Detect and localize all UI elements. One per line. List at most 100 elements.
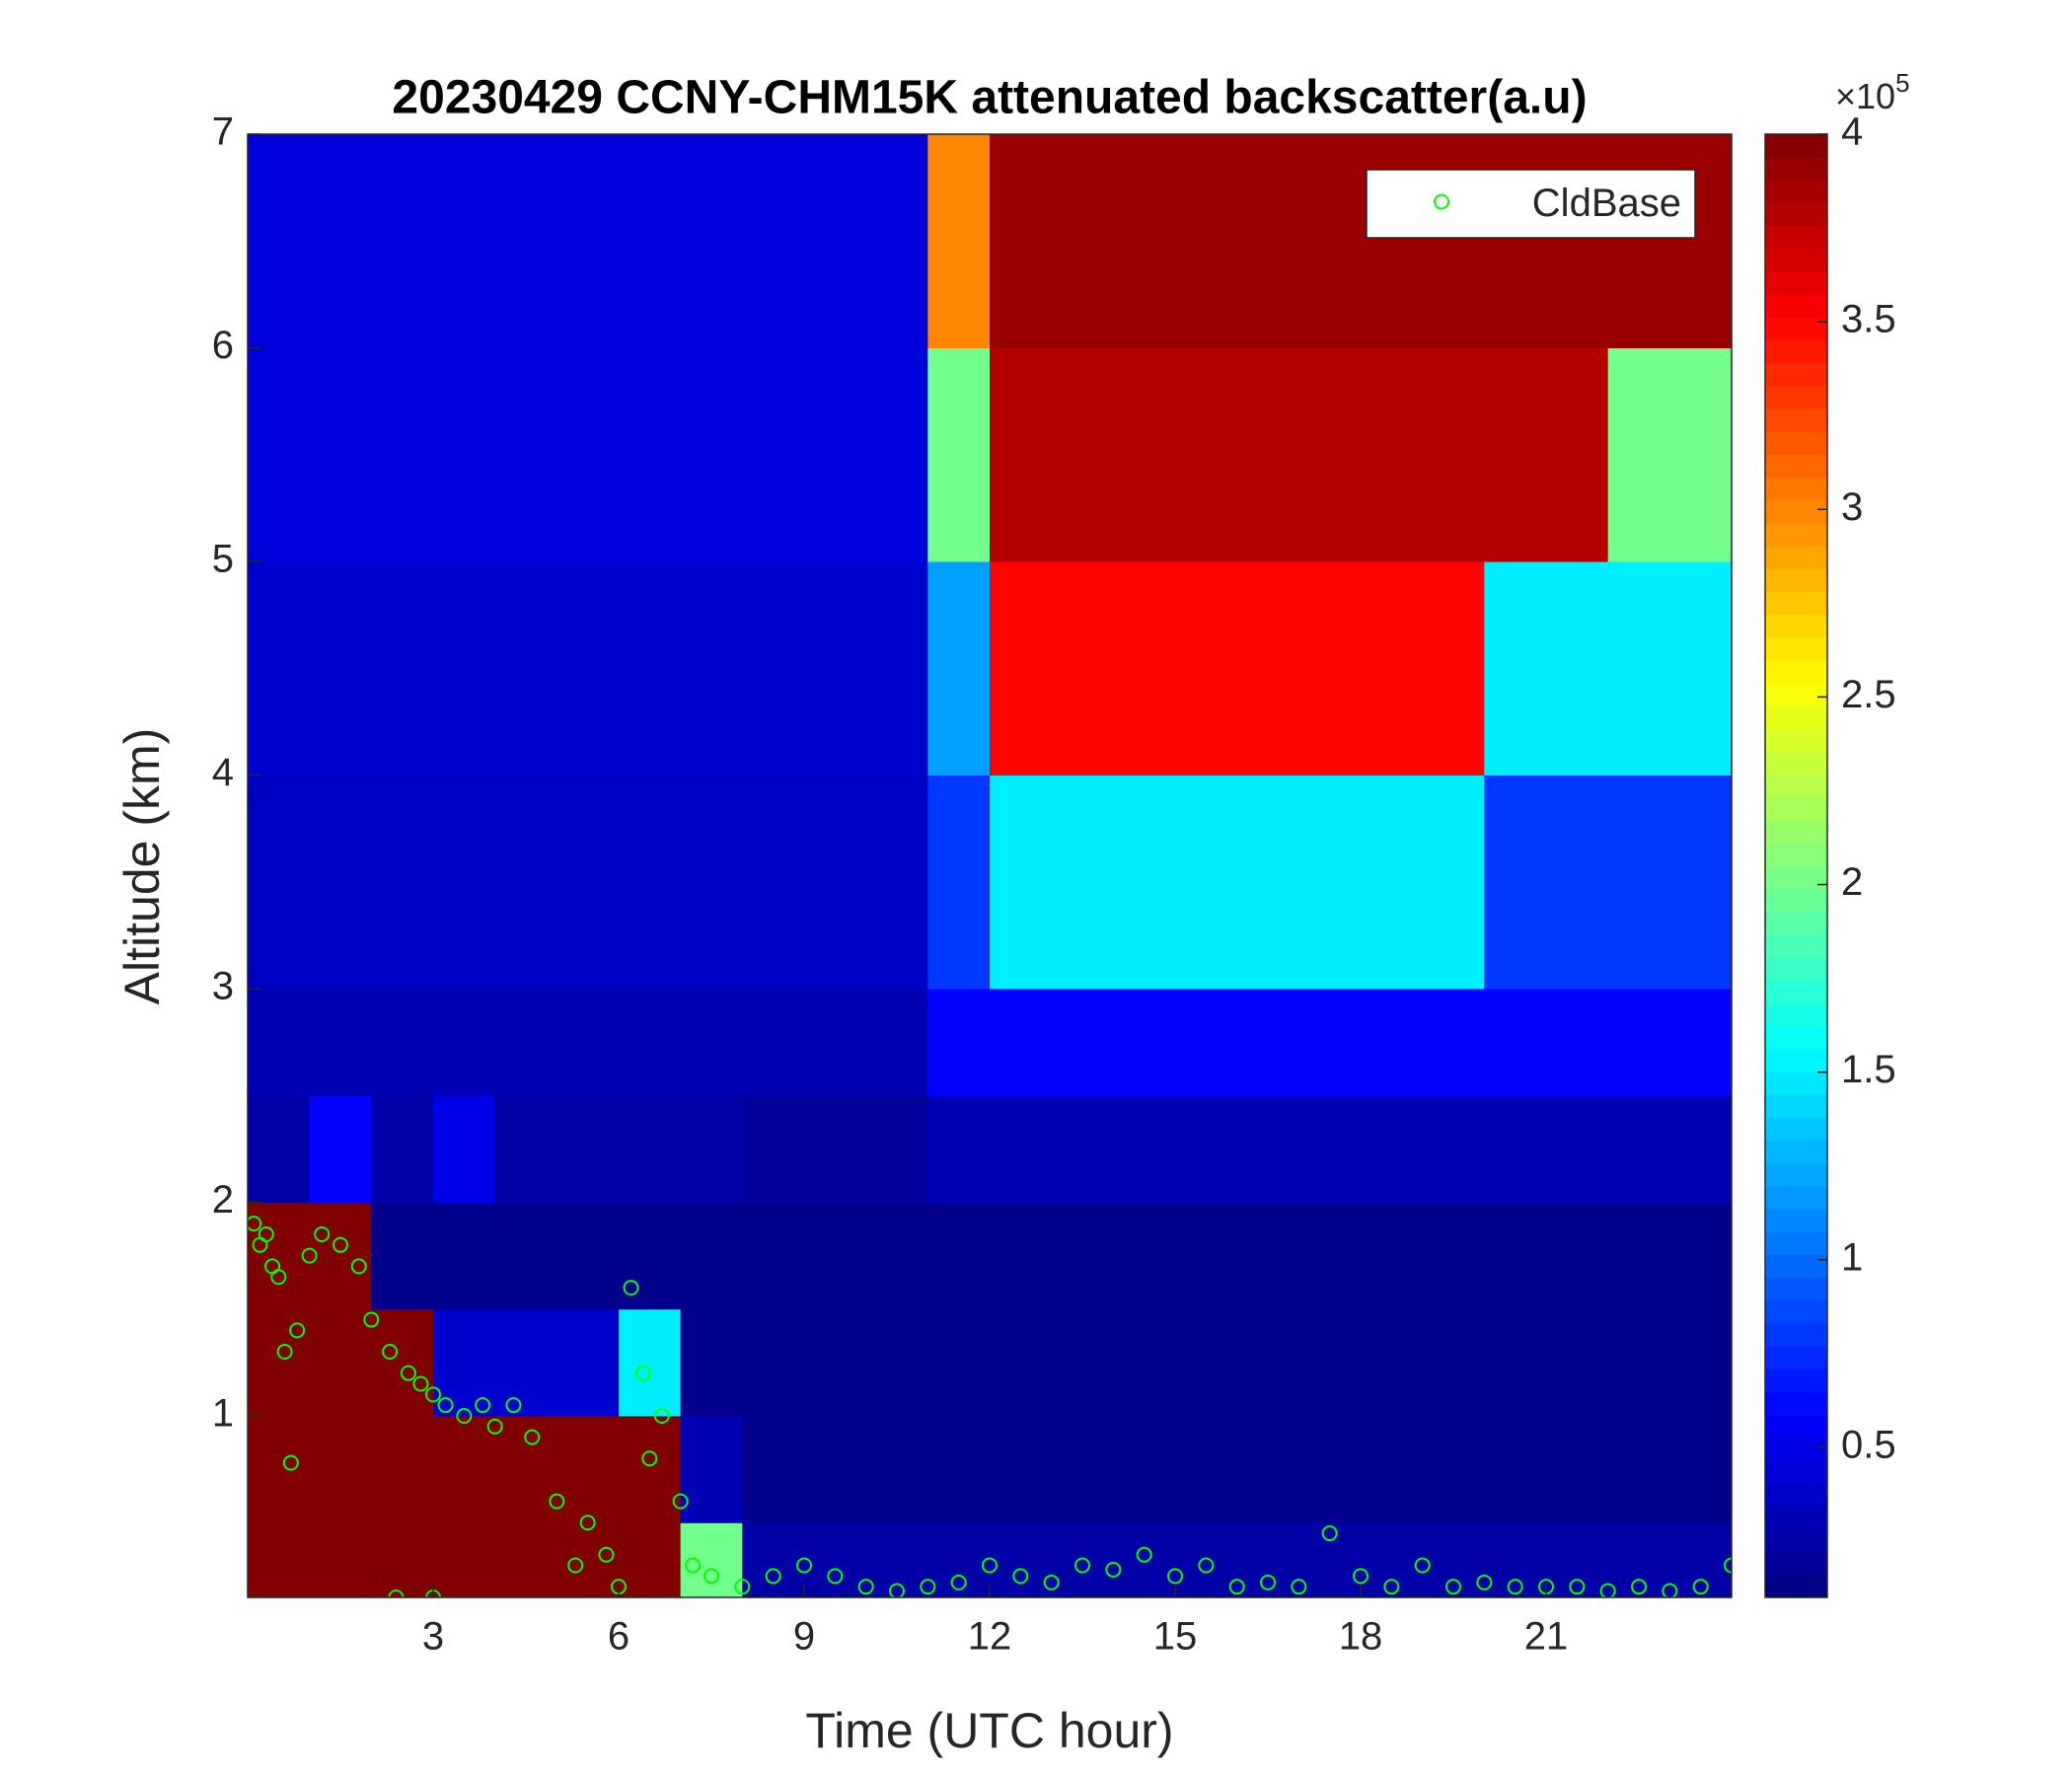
heatmap-cell bbox=[1484, 1095, 1547, 1203]
heatmap-cell bbox=[309, 1308, 372, 1417]
cloud-base-point bbox=[1198, 1557, 1215, 1574]
heatmap-cell bbox=[494, 988, 557, 1096]
heatmap-cell bbox=[1607, 1308, 1670, 1417]
colorbar-step bbox=[1765, 1574, 1827, 1598]
heatmap-cell bbox=[927, 1202, 991, 1310]
heatmap-cell bbox=[680, 1415, 743, 1523]
y-tick-label: 3 bbox=[212, 965, 234, 1008]
colorbar-step bbox=[1765, 1277, 1827, 1301]
heatmap-cell bbox=[1607, 988, 1670, 1096]
heatmap-cell bbox=[927, 1095, 991, 1203]
heatmap-cell bbox=[248, 347, 311, 562]
heatmap-cell bbox=[619, 1308, 682, 1417]
heatmap-cell bbox=[990, 775, 1053, 990]
cloud-base-point bbox=[796, 1557, 812, 1574]
heatmap-cell bbox=[927, 347, 991, 562]
colorbar-step bbox=[1765, 477, 1827, 501]
heatmap-cell bbox=[990, 134, 1053, 348]
colorbar-step bbox=[1765, 202, 1827, 227]
heatmap-cell bbox=[742, 1522, 805, 1597]
colorbar-step bbox=[1765, 546, 1827, 569]
cloud-base-point bbox=[734, 1579, 751, 1595]
cloud-base-point bbox=[301, 1247, 318, 1264]
heatmap-cell bbox=[1051, 1522, 1114, 1597]
heatmap-cell bbox=[248, 1308, 311, 1417]
heatmap-cell bbox=[927, 988, 991, 1096]
colorbar-step bbox=[1765, 591, 1827, 616]
heatmap-cell bbox=[1669, 988, 1732, 1096]
chart-title: 20230429 CCNY-CHM15K attenuated backscat… bbox=[392, 72, 1587, 124]
heatmap-cell bbox=[556, 347, 620, 562]
heatmap-cell bbox=[556, 1415, 620, 1523]
colorbar-step bbox=[1765, 180, 1827, 204]
cloud-base-point bbox=[1724, 1557, 1732, 1574]
heatmap-cell bbox=[556, 1308, 620, 1417]
heatmap-cell bbox=[1484, 1415, 1547, 1523]
x-tick-label: 3 bbox=[422, 1615, 444, 1659]
cloud-base-point bbox=[641, 1450, 658, 1467]
cloud-base-point bbox=[567, 1557, 584, 1574]
cloud-base-point bbox=[1291, 1579, 1307, 1595]
heatmap-cell bbox=[804, 1415, 867, 1523]
cloud-base-point bbox=[276, 1344, 293, 1361]
cloud-base-point bbox=[350, 1258, 367, 1275]
colorbar-step bbox=[1765, 934, 1827, 958]
heatmap-cell bbox=[1175, 988, 1238, 1096]
heatmap-cell bbox=[1669, 775, 1732, 990]
heatmap-cell bbox=[804, 1202, 867, 1310]
colorbar-step bbox=[1765, 888, 1827, 913]
cloud-base-point bbox=[400, 1365, 416, 1381]
colorbar-step bbox=[1765, 1254, 1827, 1279]
heatmap-cell bbox=[1113, 134, 1176, 348]
heatmap-cell bbox=[1298, 560, 1362, 776]
cloud-base-point bbox=[456, 1407, 473, 1424]
heatmap-cell bbox=[1236, 1202, 1299, 1310]
heatmap-cell bbox=[1361, 1522, 1424, 1597]
colorbar-step bbox=[1765, 1002, 1827, 1027]
heatmap-cell bbox=[1546, 347, 1609, 562]
heatmap-cell bbox=[1236, 1522, 1299, 1597]
colorbar-step bbox=[1765, 980, 1827, 1004]
heatmap-cell bbox=[1546, 1522, 1609, 1597]
heatmap-cell bbox=[1669, 1308, 1732, 1417]
heatmap-cell bbox=[1298, 988, 1362, 1096]
cloud-base-point bbox=[1662, 1583, 1678, 1597]
heatmap-cell bbox=[1236, 1308, 1299, 1417]
heatmap-cell bbox=[1546, 1308, 1609, 1417]
heatmap-cell bbox=[1422, 1415, 1485, 1523]
heatmap-cell bbox=[1361, 347, 1424, 562]
heatmap-cell bbox=[1607, 1202, 1670, 1310]
heatmap-cell bbox=[1607, 1415, 1670, 1523]
colorbar-step bbox=[1765, 1369, 1827, 1392]
y-axis-label: Altitude (km) bbox=[114, 728, 170, 1005]
cloud-base-point bbox=[270, 1269, 287, 1286]
heatmap-cell bbox=[1484, 988, 1547, 1096]
heatmap-cell bbox=[742, 347, 805, 562]
colorbar-step bbox=[1765, 957, 1827, 981]
heatmap-cell bbox=[619, 134, 682, 348]
heatmap-cell bbox=[1546, 560, 1609, 776]
heatmap-cell bbox=[680, 775, 743, 990]
cloud-base-point bbox=[703, 1568, 719, 1585]
heatmap-cell bbox=[1051, 134, 1114, 348]
heatmap-cell bbox=[742, 1415, 805, 1523]
cloud-base-point bbox=[1167, 1568, 1183, 1585]
heatmap-cell bbox=[619, 775, 682, 990]
heatmap-cell bbox=[1669, 1522, 1732, 1597]
heatmap-cell bbox=[1546, 134, 1609, 348]
cloud-base-point bbox=[1136, 1546, 1152, 1563]
heatmap-cell bbox=[1484, 134, 1547, 348]
cloud-base-point bbox=[1599, 1583, 1616, 1597]
heatmap-cell bbox=[1298, 347, 1362, 562]
heatmap-cell bbox=[556, 1095, 620, 1203]
heatmap-cell bbox=[433, 1095, 496, 1203]
colorbar-step bbox=[1765, 522, 1827, 547]
heatmap-cell bbox=[1051, 775, 1114, 990]
heatmap-cell bbox=[619, 988, 682, 1096]
colorbar-step bbox=[1765, 499, 1827, 524]
heatmap-cell bbox=[927, 775, 991, 990]
heatmap-cell bbox=[309, 1522, 372, 1597]
colorbar-step bbox=[1765, 568, 1827, 592]
heatmap-cell bbox=[1113, 1308, 1176, 1417]
cloud-base-point bbox=[549, 1493, 565, 1510]
